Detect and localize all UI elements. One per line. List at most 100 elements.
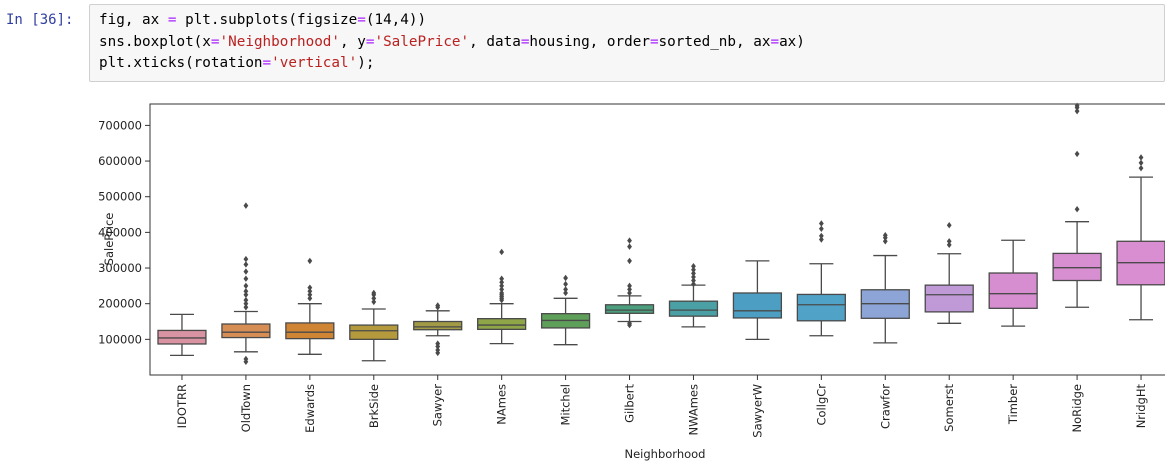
box-noridge <box>1052 102 1102 308</box>
box-sawyerw <box>732 260 783 340</box>
outlier-point <box>243 300 249 307</box>
box-iqr <box>668 300 719 317</box>
y-tick-label: 300000 <box>98 261 142 275</box>
outlier-point <box>691 280 696 288</box>
code-token: = <box>365 33 375 50</box>
outlier-point <box>243 255 249 263</box>
outlier-point <box>243 275 249 282</box>
code-token: 'vertical' <box>271 55 358 71</box>
x-tick-label: NAmes <box>495 384 509 425</box>
outlier-point <box>307 284 313 291</box>
code-token: = <box>210 33 220 50</box>
box-iqr <box>796 293 846 322</box>
outlier-point <box>818 232 824 240</box>
x-tick-label: IDOTRR <box>175 384 189 428</box>
box-timber <box>988 239 1038 327</box>
outlier-point <box>243 291 249 298</box>
x-tick-label: Gilbert <box>623 384 637 423</box>
outlier-point <box>563 289 568 297</box>
y-tick-label: 500000 <box>98 190 142 204</box>
code-token: , data <box>469 33 521 50</box>
outlier-point <box>818 225 824 233</box>
outlier-point <box>691 273 696 281</box>
x-tick-label: Sawyer <box>431 384 445 427</box>
box-iqr <box>221 323 271 339</box>
outlier-point <box>499 289 505 297</box>
outlier-point <box>563 286 568 293</box>
outlier-point <box>435 346 441 354</box>
cell-output: 100000 200000 300000 400000 500000 600000 7000… <box>89 90 1173 470</box>
outlier-point <box>946 241 952 249</box>
outlier-point <box>371 298 377 306</box>
box-iqr <box>924 284 974 313</box>
box-somerst <box>924 222 974 324</box>
y-tick-label: 100000 <box>98 332 142 346</box>
outlier-point <box>627 257 632 265</box>
box-collgcr <box>796 220 846 337</box>
code-token: housing, order <box>529 33 650 50</box>
outlier-point <box>243 296 249 304</box>
x-tick-label: NWAmes <box>686 384 700 435</box>
outlier-point <box>371 295 377 302</box>
outlier-point <box>627 282 632 290</box>
code-token: plt.xticks(rotation <box>99 55 263 71</box>
box-names <box>477 248 527 345</box>
y-axis: 100000 200000 300000 400000 500000 600000 7000… <box>98 118 150 346</box>
outlier-point <box>243 282 249 290</box>
code-token: ); <box>357 55 375 71</box>
code-token: sorted_nb, ax <box>658 33 771 50</box>
outlier-point <box>499 248 505 256</box>
box-idotrr <box>157 313 207 357</box>
code-token: = <box>649 33 659 50</box>
cell-prompt: In [36]: <box>6 12 74 28</box>
outlier-point <box>1074 107 1080 115</box>
outlier-point <box>691 270 696 277</box>
outlier-point <box>499 275 505 282</box>
box-mitchel <box>540 274 591 346</box>
box-iqr <box>285 322 335 340</box>
box-iqr <box>1052 252 1102 282</box>
outlier-point <box>691 277 696 284</box>
outlier-point <box>307 257 313 265</box>
x-tick-label: Mitchel <box>559 384 573 426</box>
outlier-point <box>627 243 632 250</box>
plot-area-frame <box>149 103 1173 376</box>
outlier-point <box>499 282 505 290</box>
x-tick-label: Edwards <box>303 384 317 433</box>
outlier-point <box>243 304 249 311</box>
code-token: sns.boxplot(x <box>99 33 211 50</box>
outlier-point <box>818 236 824 243</box>
box-iqr <box>604 304 655 314</box>
outlier-point <box>243 268 249 275</box>
outlier-point <box>435 340 441 347</box>
outlier-point <box>882 232 888 239</box>
code-token: , y <box>340 33 366 50</box>
x-tick-label: OldTown <box>239 384 253 432</box>
y-tick-label: 400000 <box>98 225 142 239</box>
outlier-point <box>243 355 249 363</box>
outlier-point <box>499 279 505 286</box>
outlier-point <box>1074 150 1080 158</box>
outlier-point <box>946 238 952 245</box>
outlier-point <box>1074 205 1080 213</box>
outlier-point <box>1074 102 1080 109</box>
x-tick-label: BrkSide <box>367 384 381 428</box>
box-iqr <box>988 272 1038 309</box>
y-tick-label: 600000 <box>98 154 142 168</box>
box-crawfor <box>860 232 910 344</box>
outlier-point <box>627 237 632 244</box>
outlier-point <box>1138 159 1144 167</box>
y-tick-label: 200000 <box>98 297 142 311</box>
outlier-point <box>435 302 441 309</box>
box-iqr <box>732 292 783 319</box>
code-token: = <box>167 12 177 28</box>
code-token: 'SalePrice' <box>374 33 470 50</box>
x-tick-label: SawyerW <box>750 384 764 438</box>
outlier-point <box>243 261 249 268</box>
code-cell-input[interactable]: fig, ax = plt.subplots(figsize=(14,4)) s… <box>89 4 1165 82</box>
box-brkside <box>349 289 399 362</box>
outlier-point <box>563 274 568 282</box>
code-token: = <box>357 12 366 28</box>
code-editor[interactable]: fig, ax = plt.subplots(figsize=(14,4)) s… <box>99 10 805 75</box>
code-token: (14,4)) <box>365 12 427 28</box>
